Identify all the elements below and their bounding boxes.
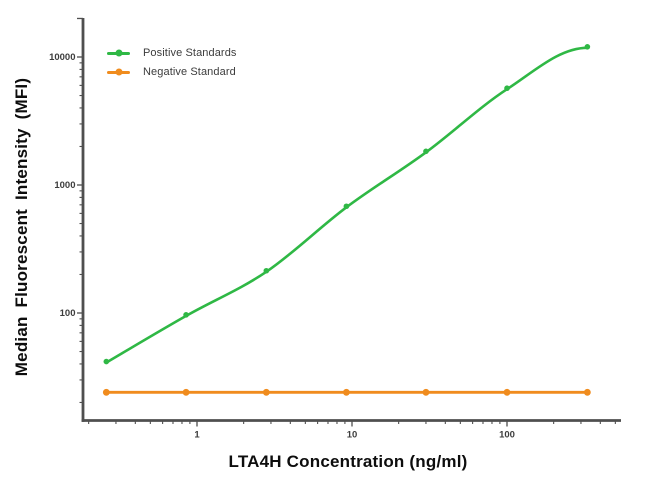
negative-standard-point: [583, 388, 591, 396]
legend-item-positive-standards: Positive Standards: [107, 47, 237, 59]
legend: Positive Standards Negative Standard: [107, 47, 237, 78]
positive-standards-point: [423, 148, 429, 155]
negative-standard-point: [182, 388, 190, 396]
positive-standards-point: [504, 85, 510, 92]
negative-standard-point: [102, 388, 110, 396]
positive-standards-point: [584, 43, 591, 50]
y-tick-label: 10000: [49, 52, 75, 63]
y-axis-title: Median Fluorescent Intensity (MFI): [12, 77, 31, 377]
positive-standards-point: [103, 358, 110, 365]
negative-standard-point: [503, 388, 511, 396]
negative-standard-marker-icon: [107, 68, 130, 76]
positive-standards-point: [343, 203, 350, 210]
y-tick-label: 1000: [54, 180, 75, 191]
legend-label: Negative Standard: [143, 66, 236, 78]
negative-standard-point: [262, 388, 270, 396]
y-tick-label: 100: [60, 308, 76, 319]
positive-standards-point: [183, 312, 189, 318]
legend-item-negative-standard: Negative Standard: [107, 66, 237, 78]
x-tick-label: 100: [499, 430, 515, 441]
x-axis-title: LTA4H Concentration (ng/ml): [228, 452, 468, 471]
positive-standards-point: [263, 267, 270, 274]
negative-standard-point: [342, 388, 350, 396]
positive-standards-marker-icon: [107, 49, 130, 57]
x-tick-label: 1: [194, 430, 200, 441]
negative-standard-point: [422, 388, 430, 396]
x-tick-label: 10: [347, 430, 358, 441]
legend-label: Positive Standards: [143, 47, 237, 59]
